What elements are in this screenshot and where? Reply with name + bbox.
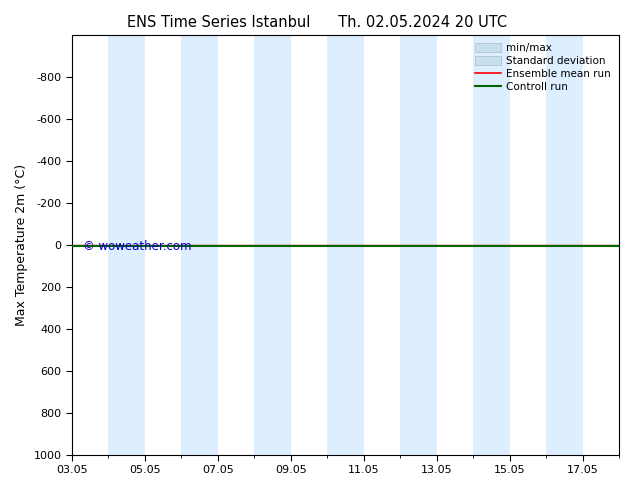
- Text: © woweather.com: © woweather.com: [83, 240, 191, 253]
- Text: ENS Time Series Istanbul      Th. 02.05.2024 20 UTC: ENS Time Series Istanbul Th. 02.05.2024 …: [127, 15, 507, 30]
- Bar: [400, 35, 437, 455]
- Bar: [108, 35, 145, 455]
- Bar: [181, 35, 218, 455]
- Bar: [473, 35, 510, 455]
- Bar: [254, 35, 291, 455]
- Y-axis label: Max Temperature 2m (°C): Max Temperature 2m (°C): [15, 164, 28, 326]
- Legend: min/max, Standard deviation, Ensemble mean run, Controll run: min/max, Standard deviation, Ensemble me…: [472, 40, 614, 95]
- Bar: [327, 35, 364, 455]
- Bar: [546, 35, 583, 455]
